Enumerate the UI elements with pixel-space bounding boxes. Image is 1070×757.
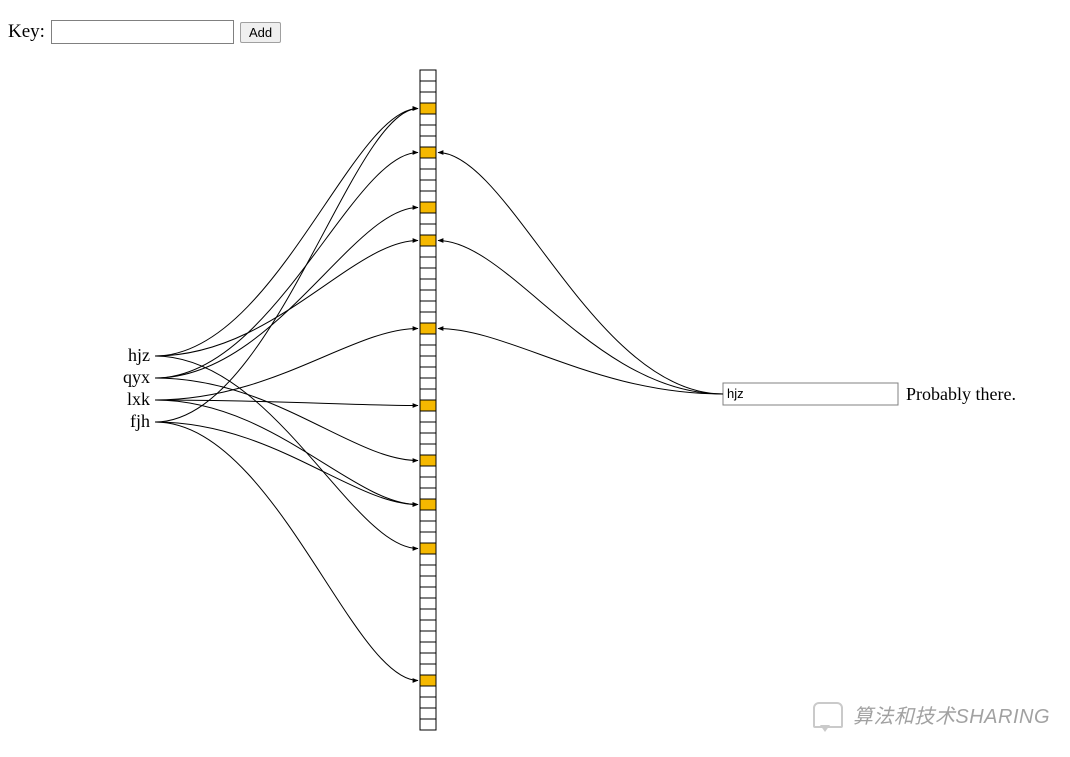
bit-cell	[420, 521, 436, 532]
bit-cell	[420, 202, 436, 213]
bit-cell	[420, 543, 436, 554]
bit-cell	[420, 400, 436, 411]
query-edge	[438, 153, 723, 395]
bit-cell	[420, 653, 436, 664]
bit-cell	[420, 224, 436, 235]
bit-cell	[420, 158, 436, 169]
bit-cell	[420, 686, 436, 697]
bit-cell	[420, 378, 436, 389]
hash-edge	[155, 422, 418, 681]
bit-cell	[420, 191, 436, 202]
hash-edge	[155, 153, 418, 379]
query-value: hjz	[727, 386, 744, 401]
bit-cell	[420, 70, 436, 81]
bit-cell	[420, 620, 436, 631]
hash-edge	[155, 422, 418, 505]
bit-cell	[420, 103, 436, 114]
key-label: lxk	[127, 389, 150, 409]
hash-edge	[155, 241, 418, 357]
bit-cell	[420, 136, 436, 147]
bit-cell	[420, 81, 436, 92]
bit-cell	[420, 499, 436, 510]
bit-cell	[420, 708, 436, 719]
bit-cell	[420, 279, 436, 290]
bit-cell	[420, 576, 436, 587]
bit-cell	[420, 422, 436, 433]
bit-cell	[420, 213, 436, 224]
bit-cell	[420, 246, 436, 257]
bit-cell	[420, 477, 436, 488]
hash-edge	[155, 400, 418, 406]
bit-cell	[420, 257, 436, 268]
bit-cell	[420, 609, 436, 620]
bit-cell	[420, 125, 436, 136]
query-input[interactable]	[723, 383, 898, 405]
bit-cell	[420, 235, 436, 246]
bit-cell	[420, 345, 436, 356]
bit-cell	[420, 466, 436, 477]
bit-cell	[420, 367, 436, 378]
bit-array	[420, 70, 436, 730]
bit-cell	[420, 334, 436, 345]
bit-cell	[420, 389, 436, 400]
bit-cell	[420, 268, 436, 279]
bit-cell	[420, 444, 436, 455]
hash-edge	[155, 109, 418, 357]
bit-cell	[420, 565, 436, 576]
hash-edge	[155, 109, 418, 423]
bit-cell	[420, 433, 436, 444]
key-label: qyx	[123, 367, 150, 387]
bit-cell	[420, 312, 436, 323]
bit-cell	[420, 301, 436, 312]
bit-cell	[420, 488, 436, 499]
bit-cell	[420, 631, 436, 642]
bit-cell	[420, 697, 436, 708]
query-edge	[438, 241, 723, 395]
bit-cell	[420, 411, 436, 422]
inserted-keys: hjzqyxlxkfjh	[123, 109, 418, 681]
bit-cell	[420, 92, 436, 103]
key-label: hjz	[128, 345, 150, 365]
bit-cell	[420, 675, 436, 686]
bit-cell	[420, 719, 436, 730]
query-group: hjz Probably there.	[438, 153, 1016, 406]
bit-cell	[420, 356, 436, 367]
bit-cell	[420, 180, 436, 191]
bloom-filter-diagram: hjzqyxlxkfjhhjzProbably there.	[0, 0, 1070, 757]
bit-cell	[420, 598, 436, 609]
bit-cell	[420, 169, 436, 180]
bit-cell	[420, 323, 436, 334]
query-edge	[438, 329, 723, 395]
key-label: fjh	[130, 411, 150, 431]
bit-cell	[420, 114, 436, 125]
bit-cell	[420, 532, 436, 543]
hash-edge	[155, 378, 418, 461]
bit-cell	[420, 642, 436, 653]
hash-edge	[155, 329, 418, 401]
bit-cell	[420, 455, 436, 466]
bit-cell	[420, 290, 436, 301]
bit-cell	[420, 147, 436, 158]
bit-cell	[420, 554, 436, 565]
bit-cell	[420, 510, 436, 521]
query-result: Probably there.	[906, 384, 1016, 404]
bit-cell	[420, 664, 436, 675]
hash-edge	[155, 208, 418, 379]
bit-cell	[420, 587, 436, 598]
